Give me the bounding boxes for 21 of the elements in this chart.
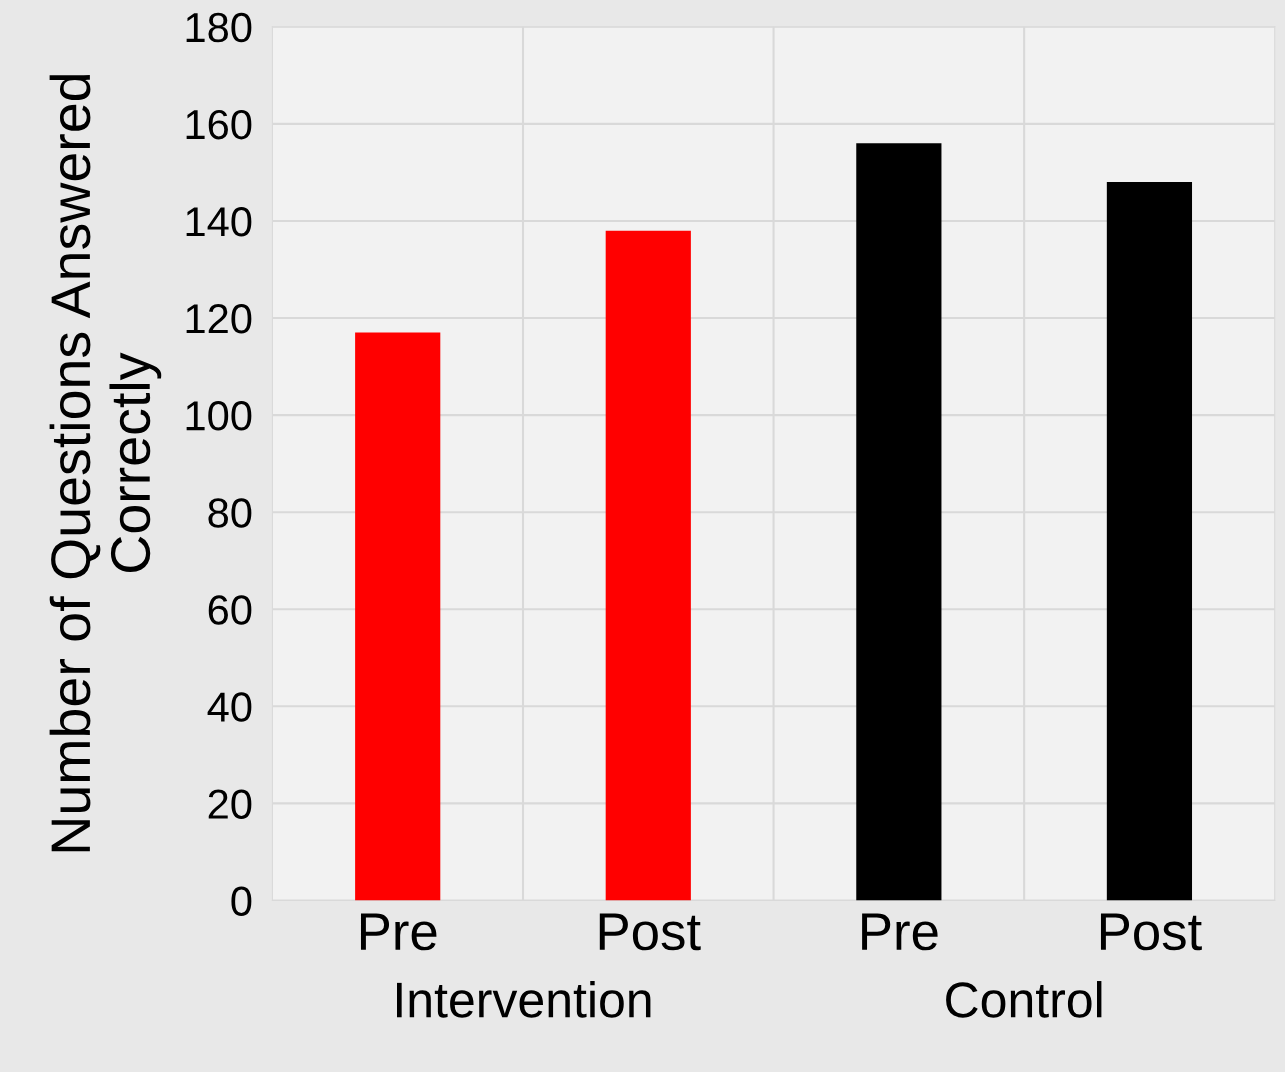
- y-tick-label: 100: [186, 401, 252, 431]
- y-tick-label: 140: [186, 206, 252, 237]
- y-tick-label: 60: [208, 595, 252, 625]
- y-tick-label: 160: [186, 109, 252, 140]
- x-tick-label: Post: [599, 913, 701, 951]
- text: Control: [946, 981, 1102, 1018]
- text: Intervention: [396, 981, 651, 1018]
- y-tick-label: 180: [186, 12, 252, 43]
- y-tick-label: 20: [208, 789, 252, 819]
- bar: [1106, 182, 1193, 901]
- bar: [856, 143, 942, 901]
- y-tick-label: 0: [231, 886, 252, 916]
- x-tick-label: Post: [1100, 913, 1202, 951]
- x-tick-label: Pre: [862, 913, 938, 951]
- bar: [605, 230, 691, 901]
- y-tick-label: 80: [208, 498, 252, 528]
- bar: [355, 332, 441, 901]
- y-tick-label: 40: [207, 692, 252, 722]
- x-tick-label: Pre: [360, 913, 437, 951]
- y-axis-title: Number of Questions Answered Correctly: [49, 75, 162, 852]
- y-tick-label: 120: [186, 304, 252, 334]
